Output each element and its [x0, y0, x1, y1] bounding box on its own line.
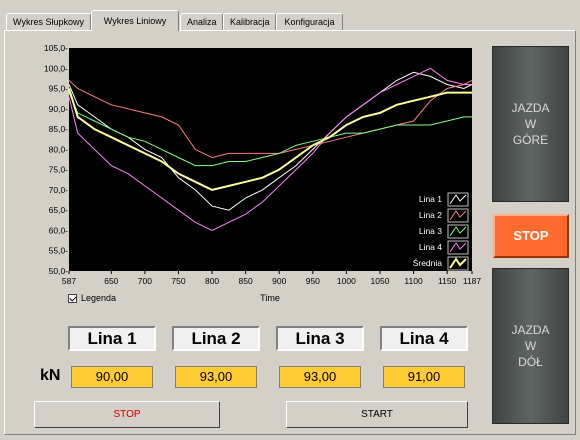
legend-swatch-box — [447, 208, 469, 223]
x-tick-label: 1187 — [463, 276, 482, 286]
x-tick-label: 850 — [239, 276, 253, 286]
legend-swatch-box — [447, 192, 469, 207]
legend-label: Średnia — [413, 257, 443, 268]
y-tick-label: 100,0- — [44, 63, 68, 73]
legend-label: Lina 4 — [419, 242, 442, 252]
legend-label: Lina 1 — [419, 194, 442, 204]
y-tick-label: 105,0- — [44, 43, 68, 53]
lina-4-value: 91,00 — [383, 366, 465, 388]
y-tick-label: 50,0- — [49, 266, 69, 276]
y-tick-label: 90,0- — [49, 104, 69, 114]
series-line-4 — [68, 67, 472, 232]
y-tick-label: 60,0- — [49, 225, 69, 235]
tab-wykres-slupkowy[interactable]: Wykres Słupkowy — [6, 13, 91, 30]
lina-1-label: Lina 1 — [68, 326, 156, 351]
line-chart: 50,0- 55,0- 60,0- 65,0- 70,0- 75,0- 80,0- 85,0-… — [44, 43, 482, 303]
start-button[interactable]: START — [286, 401, 468, 428]
x-tick-label: 1000 — [337, 276, 356, 286]
x-tick-label: 587 — [62, 276, 76, 286]
plot-area — [69, 48, 472, 271]
x-tick-label: 750 — [171, 276, 185, 286]
jazda-w-dol-button[interactable]: JAZDA W DÓŁ — [492, 268, 569, 424]
tab-kalibracja[interactable]: Kalibracja — [223, 13, 276, 30]
y-tick-label: 95,0- — [49, 84, 69, 94]
tab-wykres-liniowy[interactable]: Wykres Liniowy — [91, 10, 179, 31]
y-tick-label: 55,0- — [49, 246, 69, 256]
y-tick-label: 85,0- — [49, 124, 69, 134]
lina-1-value: 90,00 — [71, 366, 153, 388]
x-tick-label: 700 — [138, 276, 152, 286]
lina-2-label: Lina 2 — [172, 326, 260, 351]
legend-checkbox-label: Legenda — [81, 293, 117, 303]
x-tick-label: 1050 — [371, 276, 390, 286]
lina-3-label: Lina 3 — [276, 326, 364, 351]
legend-swatch-line — [449, 226, 467, 237]
x-axis-label: Time — [260, 293, 280, 303]
y-tick-label: 65,0- — [49, 205, 69, 215]
x-tick-label: 900 — [272, 276, 286, 286]
series-line-5 — [68, 88, 472, 191]
x-tick-label: 1150 — [438, 276, 457, 286]
stop-button[interactable]: STOP — [34, 401, 220, 428]
legend-swatch-line — [449, 210, 467, 221]
series-line-2 — [68, 79, 473, 159]
series-line-3 — [68, 92, 472, 167]
x-tick-label: 800 — [205, 276, 219, 286]
tab-analiza[interactable]: Analiza — [180, 13, 223, 30]
series-line-1 — [68, 71, 473, 211]
legend-label: Lina 3 — [419, 226, 442, 236]
x-tick-label: 1100 — [404, 276, 423, 286]
legend-swatch-line — [449, 194, 467, 205]
jazda-w-gore-button[interactable]: JAZDA W GÓRE — [492, 46, 569, 202]
side-stop-button[interactable]: STOP — [493, 214, 569, 258]
tab-panel — [4, 30, 576, 435]
x-tick-label: 950 — [306, 276, 320, 286]
legend-swatch-box — [447, 224, 469, 239]
legend-checkbox[interactable]: Legenda — [68, 293, 116, 303]
tab-bar: Wykres Słupkowy Wykres Liniowy Analiza K… — [0, 10, 580, 31]
legend-swatch-line — [449, 257, 467, 269]
x-tick-label: 650 — [104, 276, 118, 286]
tab-konfiguracja[interactable]: Konfiguracja — [276, 13, 343, 30]
lina-2-value: 93,00 — [175, 366, 257, 388]
checkbox-icon[interactable] — [68, 293, 77, 303]
lina-3-value: 93,00 — [279, 366, 361, 388]
y-tick-label: 80,0- — [49, 144, 69, 154]
legend-swatch-box — [447, 240, 469, 255]
units-label: kN — [40, 367, 61, 384]
y-tick-label: 70,0- — [49, 185, 69, 195]
y-tick-label: 75,0- — [49, 165, 69, 175]
legend-swatch-line — [449, 242, 467, 253]
lina-4-label: Lina 4 — [380, 326, 468, 351]
legend-label: Lina 2 — [419, 210, 442, 220]
